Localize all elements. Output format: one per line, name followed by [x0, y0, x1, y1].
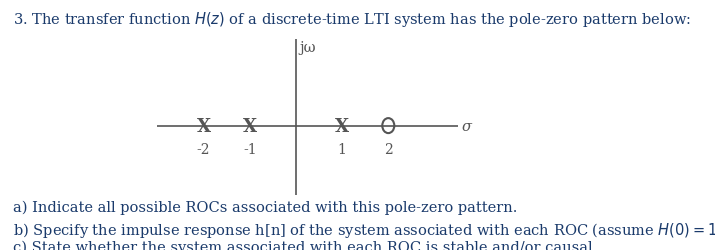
Text: -1: -1	[243, 142, 257, 156]
Text: 1: 1	[337, 142, 347, 156]
Text: b) Specify the impulse response h[n] of the system associated with each ROC (ass: b) Specify the impulse response h[n] of …	[13, 220, 715, 239]
Text: 3. The transfer function $H(z)$ of a discrete-time LTI system has the pole-zero : 3. The transfer function $H(z)$ of a dis…	[13, 10, 691, 29]
Text: X: X	[242, 117, 257, 135]
Text: σ: σ	[461, 119, 471, 133]
Text: a) Indicate all possible ROCs associated with this pole-zero pattern.: a) Indicate all possible ROCs associated…	[13, 200, 517, 214]
Text: X: X	[197, 117, 210, 135]
Text: c) State whether the system associated with each ROC is stable and/or causal.: c) State whether the system associated w…	[13, 240, 597, 250]
Text: 2: 2	[384, 142, 393, 156]
Text: X: X	[335, 117, 349, 135]
Text: jω: jω	[300, 41, 316, 55]
Text: -2: -2	[197, 142, 210, 156]
